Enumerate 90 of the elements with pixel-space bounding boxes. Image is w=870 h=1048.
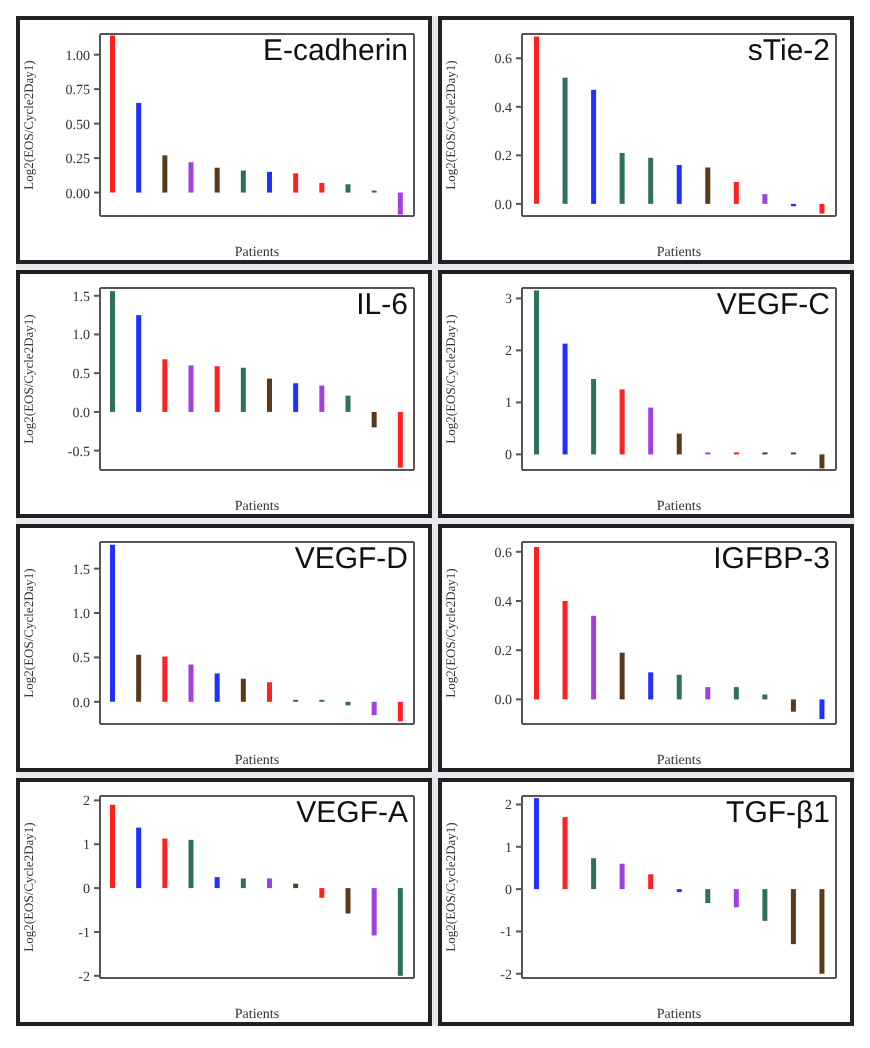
bar [762, 694, 768, 700]
chart-title: VEGF-C [716, 288, 830, 322]
bar [240, 367, 246, 412]
bar [136, 654, 142, 702]
bar [240, 878, 246, 889]
bar [676, 165, 682, 204]
bar [345, 395, 351, 412]
bar [534, 546, 539, 700]
bar [648, 874, 654, 890]
bar [619, 863, 625, 890]
bar [397, 411, 403, 468]
chart-title: E-cadherin [262, 34, 408, 68]
bar [648, 407, 654, 455]
bar [562, 601, 568, 700]
bar [790, 889, 796, 945]
bar [267, 682, 272, 702]
bar [534, 798, 539, 890]
bar [534, 290, 539, 455]
chart-title: VEGF-D [294, 542, 408, 576]
bar [371, 701, 377, 716]
bar [214, 673, 220, 702]
bar [188, 365, 194, 412]
bar [397, 888, 403, 976]
bar [819, 454, 825, 469]
chart-title: TGF-β1 [726, 796, 830, 830]
bar [819, 203, 825, 214]
bar [267, 171, 272, 193]
bar [648, 157, 654, 204]
bar [619, 152, 625, 204]
bar [619, 652, 625, 700]
bar [371, 411, 377, 428]
bar [319, 888, 325, 898]
bar [591, 858, 597, 890]
bar [371, 888, 377, 936]
bar [110, 804, 115, 889]
bar [214, 877, 220, 889]
bar [110, 291, 115, 412]
bar [136, 827, 142, 889]
bar [733, 182, 739, 204]
bar [240, 170, 246, 193]
bar [705, 889, 711, 904]
bar [110, 544, 115, 702]
bar [162, 359, 168, 412]
bar [188, 162, 194, 193]
bar [790, 699, 796, 712]
bar [562, 343, 568, 455]
bar [819, 699, 825, 720]
bar [676, 674, 682, 700]
bar [648, 672, 654, 700]
bar [733, 889, 739, 908]
bar [267, 878, 272, 889]
bar [733, 687, 739, 700]
bar [188, 839, 194, 889]
bar [705, 687, 711, 700]
bar [162, 838, 168, 889]
bar [319, 385, 325, 412]
bar [705, 167, 711, 204]
bar [345, 888, 351, 914]
bar [397, 701, 403, 722]
bar [562, 817, 568, 890]
bar [293, 883, 299, 889]
bar [214, 167, 220, 193]
bar [293, 383, 299, 412]
bar [562, 77, 568, 204]
bar [591, 615, 597, 700]
bar [762, 889, 768, 921]
bar [214, 366, 220, 412]
bar [267, 378, 272, 412]
bar [534, 36, 539, 204]
bar [188, 664, 194, 702]
bar [136, 315, 142, 412]
bar [136, 102, 142, 193]
bar [162, 155, 168, 193]
bar [619, 389, 625, 455]
bar [162, 656, 168, 702]
chart-title: IGFBP-3 [713, 542, 830, 576]
chart-title: sTie-2 [747, 34, 830, 68]
bar [676, 433, 682, 455]
bar [345, 184, 351, 193]
bar [293, 173, 299, 193]
bar [110, 35, 115, 193]
bar [591, 89, 597, 204]
bar [319, 182, 325, 193]
chart-title: IL-6 [356, 288, 408, 322]
chart-title: VEGF-A [296, 796, 408, 830]
bar [819, 889, 825, 974]
bar [762, 194, 768, 204]
bar [591, 379, 597, 455]
bar [397, 192, 403, 215]
bar [240, 678, 246, 702]
